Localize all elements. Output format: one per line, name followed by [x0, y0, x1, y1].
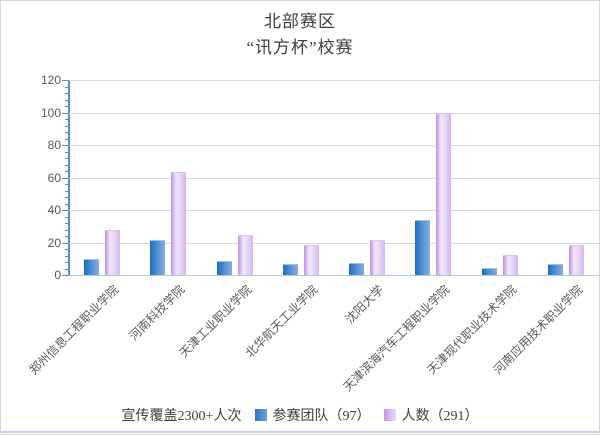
gridline-20: [69, 242, 599, 244]
y-tick-label-80: 80: [47, 138, 61, 152]
y-minor-tick-12: [65, 255, 68, 257]
x-category-label-0: 郑州信息工程职业学院: [26, 282, 122, 378]
y-minor-tick-4: [65, 268, 68, 270]
bar-people-0: [105, 230, 121, 275]
y-minor-tick-16: [65, 249, 68, 250]
y-minor-tick-76: [65, 151, 68, 153]
y-minor-tick-72: [65, 158, 68, 159]
y-minor-tick-28: [65, 229, 68, 231]
legend-series2-label: 人数（291）: [401, 409, 479, 424]
y-major-tick-100: [62, 112, 68, 114]
y-minor-tick-84: [65, 138, 68, 140]
y-minor-tick-48: [65, 197, 68, 198]
bar-people-2: [237, 235, 253, 275]
bar-people-7: [568, 244, 584, 275]
plot-area: [62, 80, 599, 276]
bar-teams-5: [415, 220, 431, 275]
bar-teams-2: [216, 261, 232, 275]
y-minor-tick-52: [65, 190, 68, 192]
gridline-120: [69, 80, 599, 81]
y-minor-tick-8: [65, 262, 68, 263]
gridline-40: [69, 210, 599, 211]
y-tick-label-100: 100: [40, 105, 61, 120]
y-tick-label-20: 20: [47, 235, 61, 250]
y-minor-tick-68: [65, 164, 68, 166]
y-major-tick-80: [62, 145, 68, 146]
y-minor-tick-36: [65, 216, 68, 218]
gridline-60: [69, 177, 599, 179]
y-minor-tick-44: [65, 203, 68, 205]
bar-teams-1: [150, 239, 166, 275]
y-minor-tick-112: [65, 93, 68, 94]
series2-swatch-icon: [384, 409, 397, 421]
bar-teams-7: [547, 264, 563, 275]
y-minor-tick-104: [65, 106, 68, 107]
y-minor-tick-64: [65, 171, 68, 172]
chart-title: 北部赛区 “讯方杯”校赛: [1, 9, 599, 62]
bar-teams-0: [84, 259, 100, 275]
legend-item-people: 人数（291）: [384, 405, 478, 425]
chart-title-line1: 北部赛区: [264, 12, 336, 31]
bar-teams-3: [282, 264, 298, 275]
legend-series1-label: 参赛团队（97）: [272, 409, 371, 424]
y-minor-tick-108: [65, 99, 68, 101]
bar-people-3: [303, 244, 319, 275]
window-bottom-edge: [1, 431, 599, 433]
x-axis-line: [69, 275, 599, 276]
bar-teams-4: [349, 262, 365, 275]
y-major-tick-40: [62, 210, 68, 211]
chart-title-line2: “讯方杯”校赛: [246, 38, 354, 58]
y-minor-tick-56: [65, 184, 68, 185]
gridline-100: [69, 112, 599, 114]
x-category-label-4: 沈阳大学: [342, 282, 387, 327]
x-category-label-1: 河南科技学院: [126, 282, 188, 344]
bar-people-1: [171, 171, 187, 275]
bar-teams-6: [481, 267, 497, 275]
y-tick-label-40: 40: [47, 203, 61, 217]
gridline-80: [69, 145, 599, 146]
y-major-tick-0: [62, 275, 68, 276]
bar-people-5: [436, 113, 452, 275]
y-minor-tick-24: [65, 236, 68, 237]
bar-people-6: [502, 254, 518, 275]
legend-item-teams: 参赛团队（97）: [255, 405, 370, 425]
y-major-tick-60: [62, 177, 68, 179]
y-major-tick-20: [62, 242, 68, 244]
series1-swatch-icon: [255, 409, 268, 421]
y-minor-tick-32: [65, 223, 68, 224]
y-minor-tick-116: [65, 86, 68, 88]
y-tick-label-120: 120: [40, 73, 61, 87]
legend: 宣传覆盖2300+人次 参赛团队（97） 人数（291）: [1, 405, 599, 425]
y-tick-label-60: 60: [47, 170, 61, 185]
y-tick-label-0: 0: [54, 268, 61, 282]
y-minor-tick-88: [65, 132, 68, 133]
y-minor-tick-92: [65, 125, 68, 127]
y-minor-tick-96: [65, 119, 68, 120]
y-major-tick-120: [62, 80, 68, 81]
bar-people-4: [370, 239, 386, 275]
legend-note: 宣传覆盖2300+人次: [121, 409, 242, 424]
